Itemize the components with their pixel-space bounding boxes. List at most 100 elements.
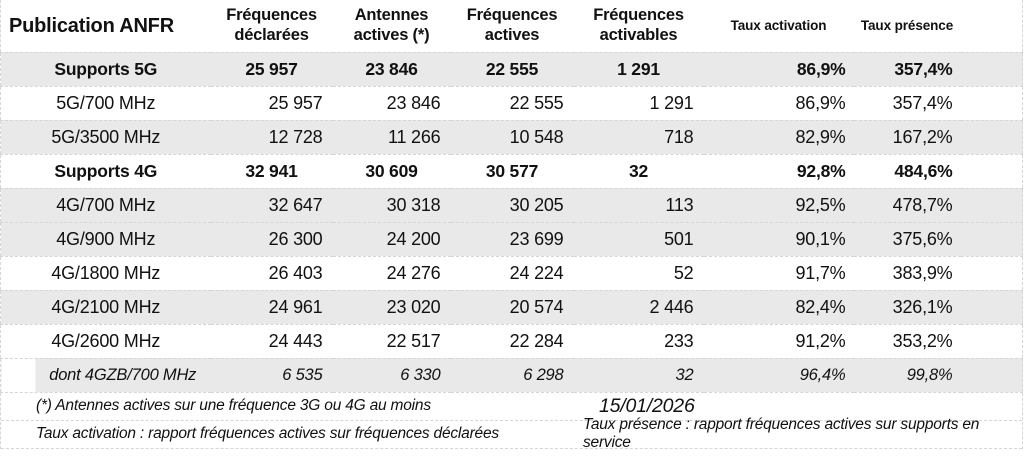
cell-frequences-activables: 2 446 xyxy=(573,289,704,324)
footnote-line-2: Taux activation : rapport fréquences act… xyxy=(1,416,1022,451)
row-label: 4G/2100 MHz xyxy=(0,289,211,324)
footnote-line-1: (*) Antennes actives sur une fréquence 3… xyxy=(1,393,1022,421)
cell-taux-activation: 90,1% xyxy=(703,221,854,256)
cell-frequences-activables: 1 291 xyxy=(573,51,704,86)
cell-spacer xyxy=(960,153,1023,188)
cell-spacer xyxy=(960,289,1023,324)
cell-frequences-declarees: 6 535 xyxy=(210,357,333,393)
cell-frequences-actives: 10 548 xyxy=(450,119,574,154)
cell-antennes-actives: 23 020 xyxy=(332,289,451,324)
row-label: 5G/700 MHz xyxy=(0,85,211,120)
cell-frequences-declarees: 32 941 xyxy=(210,153,333,188)
column-header-antennes-actives: Antennes actives (*) xyxy=(353,5,430,44)
cell-frequences-actives: 6 298 xyxy=(450,357,574,393)
row-label: Supports 4G xyxy=(0,153,211,188)
cell-spacer xyxy=(960,221,1023,256)
cell-antennes-actives: 24 200 xyxy=(332,221,451,256)
cell-taux-presence: 375,6% xyxy=(853,221,961,256)
cell-spacer xyxy=(960,255,1023,290)
cell-taux-presence: 383,9% xyxy=(853,255,961,290)
cell-antennes-actives: 24 276 xyxy=(332,255,451,290)
table-title: Publication ANFR xyxy=(9,14,174,37)
cell-taux-activation: 82,4% xyxy=(703,289,854,324)
cell-frequences-declarees: 32 647 xyxy=(210,187,333,222)
cell-antennes-actives: 6 330 xyxy=(332,357,451,393)
cell-spacer xyxy=(960,323,1023,358)
cell-frequences-declarees: 24 443 xyxy=(210,323,333,358)
cell-frequences-declarees: 25 957 xyxy=(210,85,333,120)
table-row-4g-1800: 4G/1800 MHz 26 403 24 276 24 224 52 91,7… xyxy=(0,255,1023,290)
row-label: 4G/1800 MHz xyxy=(0,255,211,290)
column-header-taux-activation: Taux activation xyxy=(730,17,827,33)
cell-taux-presence: 167,2% xyxy=(853,119,961,154)
cell-antennes-actives: 23 846 xyxy=(332,85,451,120)
cell-taux-presence: 326,1% xyxy=(853,289,961,324)
row-label: 4G/700 MHz xyxy=(0,187,211,222)
table-row-5g-700: 5G/700 MHz 25 957 23 846 22 555 1 291 86… xyxy=(0,85,1023,120)
table-row-4g-2100: 4G/2100 MHz 24 961 23 020 20 574 2 446 8… xyxy=(0,289,1023,324)
table-row-supports-4g: Supports 4G 32 941 30 609 30 577 32 92,8… xyxy=(0,153,1023,188)
cell-frequences-activables: 113 xyxy=(573,187,704,222)
column-header-frequences-declarees: Fréquences déclarées xyxy=(226,5,317,44)
cell-frequences-activables: 718 xyxy=(573,119,704,154)
cell-frequences-activables: 233 xyxy=(573,323,704,358)
cell-frequences-actives: 30 205 xyxy=(450,187,574,222)
cell-taux-activation: 92,5% xyxy=(703,187,854,222)
cell-taux-activation: 92,8% xyxy=(703,153,854,188)
cell-frequences-actives: 22 555 xyxy=(450,51,574,86)
column-header-taux-presence: Taux présence xyxy=(860,17,954,33)
cell-frequences-declarees: 25 957 xyxy=(210,51,333,86)
row-label: dont 4GZB/700 MHz xyxy=(0,357,211,393)
anfr-frequency-table: Publication ANFR Fréquences déclarées An… xyxy=(0,0,1023,393)
cell-antennes-actives: 30 609 xyxy=(332,153,451,188)
table-row-dont-4gzb-700: dont 4GZB/700 MHz 6 535 6 330 6 298 32 9… xyxy=(0,357,1023,393)
column-header-frequences-activables: Fréquences activables xyxy=(593,5,684,44)
cell-taux-activation: 91,2% xyxy=(703,323,854,358)
header-row: Publication ANFR Fréquences déclarées An… xyxy=(1,0,1023,52)
cell-frequences-actives: 24 224 xyxy=(450,255,574,290)
cell-frequences-declarees: 12 728 xyxy=(210,119,333,154)
cell-taux-presence: 99,8% xyxy=(853,357,961,393)
cell-frequences-actives: 23 699 xyxy=(450,221,574,256)
cell-taux-activation: 82,9% xyxy=(703,119,854,154)
cell-frequences-activables: 32 xyxy=(573,357,704,393)
cell-frequences-actives: 20 574 xyxy=(450,289,574,324)
cell-frequences-activables: 1 291 xyxy=(573,85,704,120)
cell-frequences-declarees: 24 961 xyxy=(210,289,333,324)
cell-frequences-activables: 32 xyxy=(573,153,704,188)
cell-taux-presence: 478,7% xyxy=(853,187,961,222)
publication-date: 15/01/2026 xyxy=(599,394,695,417)
cell-taux-presence: 484,6% xyxy=(853,153,961,188)
cell-taux-activation: 91,7% xyxy=(703,255,854,290)
footnote-taux-activation: Taux activation : rapport fréquences act… xyxy=(36,425,499,442)
cell-taux-presence: 353,2% xyxy=(853,323,961,358)
cell-antennes-actives: 23 846 xyxy=(332,51,451,86)
cell-spacer xyxy=(960,357,1023,393)
row-label: Supports 5G xyxy=(0,51,211,86)
cell-antennes-actives: 30 318 xyxy=(332,187,451,222)
cell-antennes-actives: 11 266 xyxy=(332,119,451,154)
cell-frequences-activables: 501 xyxy=(573,221,704,256)
cell-spacer xyxy=(960,119,1023,154)
table-row-supports-5g: Supports 5G 25 957 23 846 22 555 1 291 8… xyxy=(0,51,1023,86)
cell-antennes-actives: 22 517 xyxy=(332,323,451,358)
cell-taux-presence: 357,4% xyxy=(853,85,961,120)
cell-frequences-actives: 22 555 xyxy=(450,85,574,120)
header-spacer xyxy=(961,0,1023,52)
footnote-taux-presence: Taux présence : rapport fréquences activ… xyxy=(583,416,980,451)
table-row-4g-2600: 4G/2600 MHz 24 443 22 517 22 284 233 91,… xyxy=(0,323,1023,358)
table-row-4g-900: 4G/900 MHz 26 300 24 200 23 699 501 90,1… xyxy=(0,221,1023,256)
row-label: 5G/3500 MHz xyxy=(0,119,211,154)
cell-spacer xyxy=(960,85,1023,120)
table-row-5g-3500: 5G/3500 MHz 12 728 11 266 10 548 718 82,… xyxy=(0,119,1023,154)
cell-frequences-actives: 22 284 xyxy=(450,323,574,358)
table-footnotes: (*) Antennes actives sur une fréquence 3… xyxy=(0,392,1023,451)
cell-frequences-actives: 30 577 xyxy=(450,153,574,188)
cell-frequences-activables: 52 xyxy=(573,255,704,290)
cell-frequences-declarees: 26 403 xyxy=(210,255,333,290)
cell-taux-activation: 86,9% xyxy=(703,51,854,86)
cell-taux-activation: 86,9% xyxy=(703,85,854,120)
cell-spacer xyxy=(960,187,1023,222)
row-label: 4G/900 MHz xyxy=(0,221,211,256)
cell-taux-presence: 357,4% xyxy=(853,51,961,86)
